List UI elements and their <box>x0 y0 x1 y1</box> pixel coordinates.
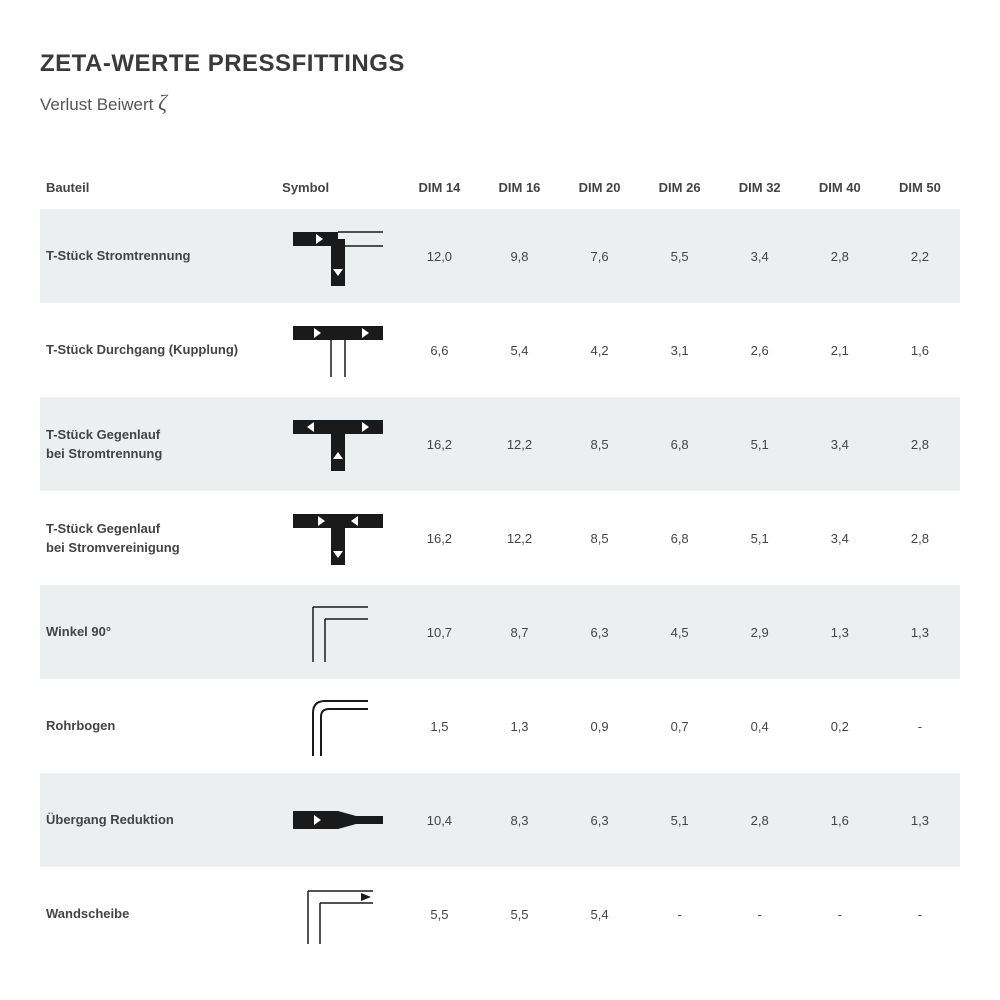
table-row: T-Stück Stromtrennung 12,09,87,65,53,42,… <box>40 209 960 303</box>
col-bauteil: Bauteil <box>40 166 276 209</box>
cell-value: - <box>800 867 880 961</box>
cell-value: 5,4 <box>479 303 559 397</box>
row-label: Rohrbogen <box>40 679 276 773</box>
cell-value: 5,5 <box>399 867 479 961</box>
cell-value: 1,6 <box>880 303 960 397</box>
cell-value: 7,6 <box>560 209 640 303</box>
cell-value: 0,7 <box>640 679 720 773</box>
cell-value: 2,8 <box>880 397 960 491</box>
cell-value: 2,8 <box>800 209 880 303</box>
row-label: T-Stück Gegenlaufbei Stromtrennung <box>40 397 276 491</box>
cell-value: 1,3 <box>880 585 960 679</box>
cell-value: 2,8 <box>880 491 960 585</box>
cell-value: 2,9 <box>720 585 800 679</box>
table-row: T-Stück Durchgang (Kupplung) 6,65,44,23,… <box>40 303 960 397</box>
row-label: T-Stück Gegenlaufbei Stromvereinigung <box>40 491 276 585</box>
cell-value: 10,7 <box>399 585 479 679</box>
table-header-row: Bauteil Symbol DIM 14 DIM 16 DIM 20 DIM … <box>40 166 960 209</box>
cell-value: 12,2 <box>479 491 559 585</box>
cell-value: 0,9 <box>560 679 640 773</box>
cell-value: 9,8 <box>479 209 559 303</box>
elbow90-icon <box>276 585 399 679</box>
t_through-icon <box>276 303 399 397</box>
cell-value: 4,5 <box>640 585 720 679</box>
cell-value: 1,3 <box>880 773 960 867</box>
table-row: Wandscheibe 5,55,55,4---- <box>40 867 960 961</box>
t_counter_merge-icon <box>276 491 399 585</box>
col-symbol: Symbol <box>276 166 399 209</box>
cell-value: 8,3 <box>479 773 559 867</box>
cell-value: 3,4 <box>720 209 800 303</box>
cell-value: - <box>720 867 800 961</box>
col-dim14: DIM 14 <box>399 166 479 209</box>
col-dim26: DIM 26 <box>640 166 720 209</box>
cell-value: 5,5 <box>479 867 559 961</box>
col-dim32: DIM 32 <box>720 166 800 209</box>
cell-value: 1,6 <box>800 773 880 867</box>
cell-value: - <box>640 867 720 961</box>
cell-value: 0,2 <box>800 679 880 773</box>
cell-value: 1,5 <box>399 679 479 773</box>
col-dim50: DIM 50 <box>880 166 960 209</box>
page-subtitle: Verlust Beiwert ζ <box>40 90 960 116</box>
zeta-table: Bauteil Symbol DIM 14 DIM 16 DIM 20 DIM … <box>40 166 960 961</box>
cell-value: 10,4 <box>399 773 479 867</box>
table-row: Winkel 90° 10,78,76,34,52,91,31,3 <box>40 585 960 679</box>
col-dim40: DIM 40 <box>800 166 880 209</box>
cell-value: 2,6 <box>720 303 800 397</box>
cell-value: 5,4 <box>560 867 640 961</box>
bend-icon <box>276 679 399 773</box>
row-label: T-Stück Stromtrennung <box>40 209 276 303</box>
cell-value: 1,3 <box>479 679 559 773</box>
cell-value: 8,5 <box>560 397 640 491</box>
cell-value: 12,0 <box>399 209 479 303</box>
col-dim16: DIM 16 <box>479 166 559 209</box>
cell-value: 2,1 <box>800 303 880 397</box>
row-label: T-Stück Durchgang (Kupplung) <box>40 303 276 397</box>
cell-value: 3,4 <box>800 491 880 585</box>
col-dim20: DIM 20 <box>560 166 640 209</box>
cell-value: - <box>880 867 960 961</box>
cell-value: 5,5 <box>640 209 720 303</box>
cell-value: 8,7 <box>479 585 559 679</box>
row-label: Winkel 90° <box>40 585 276 679</box>
table-row: T-Stück Gegenlaufbei Stromvereinigung 16… <box>40 491 960 585</box>
cell-value: 6,3 <box>560 773 640 867</box>
cell-value: 2,8 <box>720 773 800 867</box>
cell-value: 5,1 <box>640 773 720 867</box>
t_split_down-icon <box>276 209 399 303</box>
wall_disc-icon <box>276 867 399 961</box>
cell-value: 6,8 <box>640 397 720 491</box>
cell-value: - <box>880 679 960 773</box>
page-title: ZETA-WERTE PRESSFITTINGS <box>40 50 960 78</box>
cell-value: 8,5 <box>560 491 640 585</box>
reduction-icon <box>276 773 399 867</box>
cell-value: 6,3 <box>560 585 640 679</box>
t_counter_split-icon <box>276 397 399 491</box>
cell-value: 6,8 <box>640 491 720 585</box>
table-row: T-Stück Gegenlaufbei Stromtrennung 16,21… <box>40 397 960 491</box>
cell-value: 4,2 <box>560 303 640 397</box>
cell-value: 5,1 <box>720 397 800 491</box>
cell-value: 16,2 <box>399 397 479 491</box>
table-row: Übergang Reduktion 10,48,36,35,12,81,61,… <box>40 773 960 867</box>
cell-value: 3,4 <box>800 397 880 491</box>
cell-value: 6,6 <box>399 303 479 397</box>
cell-value: 0,4 <box>720 679 800 773</box>
cell-value: 2,2 <box>880 209 960 303</box>
cell-value: 1,3 <box>800 585 880 679</box>
row-label: Wandscheibe <box>40 867 276 961</box>
table-row: Rohrbogen 1,51,30,90,70,40,2- <box>40 679 960 773</box>
cell-value: 3,1 <box>640 303 720 397</box>
row-label: Übergang Reduktion <box>40 773 276 867</box>
cell-value: 12,2 <box>479 397 559 491</box>
cell-value: 5,1 <box>720 491 800 585</box>
cell-value: 16,2 <box>399 491 479 585</box>
